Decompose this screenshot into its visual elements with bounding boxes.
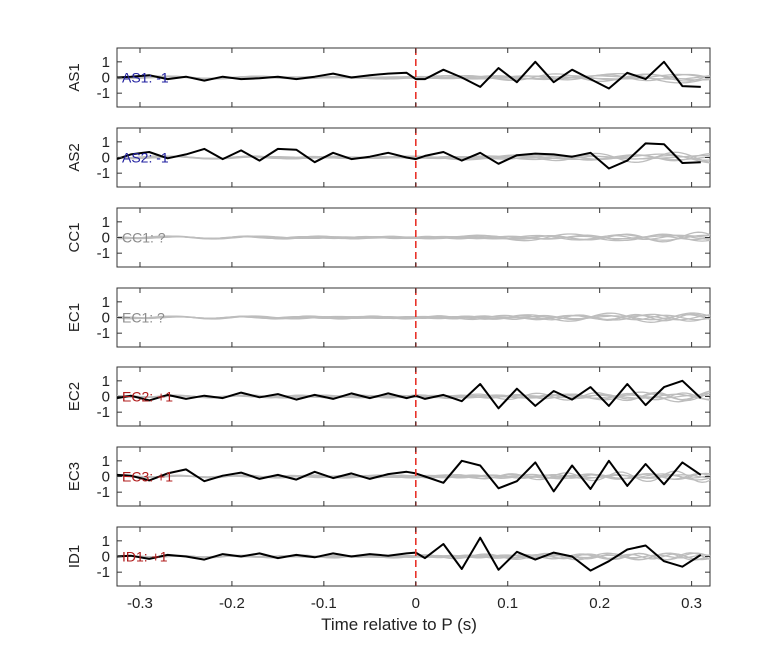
panel-y-label: AS2 (66, 143, 83, 171)
panel-y-label: EC3 (66, 462, 83, 491)
y-tick-label: -1 (97, 484, 110, 501)
main-trace-line (116, 379, 702, 410)
y-tick-label: -1 (97, 85, 110, 102)
y-tick-label: 1 (102, 453, 110, 470)
y-tick-label: 1 (102, 533, 110, 550)
panel-as1: 10-1 AS1 AS1: -1 (66, 47, 711, 108)
y-tick-label: 0 (102, 469, 110, 486)
y-tick-label: -1 (97, 165, 110, 182)
panel-y-label: EC2 (66, 382, 83, 411)
y-tick-label: 1 (102, 54, 110, 71)
x-tick-label: 0 (412, 595, 420, 612)
polarity-annotation: AS1: -1 (122, 70, 169, 86)
panel-y-label: EC1 (66, 303, 83, 332)
y-tick-label: -1 (97, 325, 110, 342)
y-tick-label: 0 (102, 150, 110, 167)
panel-y-label: ID1 (66, 545, 83, 568)
polarity-annotation: CC1: ? (122, 230, 166, 246)
panel-ec1: 10-1 EC1 EC1: ? (66, 287, 711, 348)
polarity-annotation: EC2: +1 (122, 389, 173, 405)
y-tick-label: 0 (102, 310, 110, 327)
panel-ec2: 10-1 EC2 EC2: +1 (66, 366, 711, 427)
panel-cc1: 10-1 CC1 CC1: ? (66, 207, 711, 268)
x-tick-label: 0.3 (681, 595, 702, 612)
panel-y-label: AS1 (66, 63, 83, 91)
background-trace (116, 313, 711, 322)
panel-as2: 10-1 AS2 AS2: -1 (66, 127, 711, 188)
x-tick-label: -0.2 (219, 595, 245, 612)
y-tick-label: 1 (102, 373, 110, 390)
x-tick-label: -0.1 (311, 595, 337, 612)
polarity-annotation: AS2: -1 (122, 150, 169, 166)
y-tick-label: 1 (102, 134, 110, 151)
polarity-annotation: EC3: +1 (122, 469, 173, 485)
y-tick-label: -1 (97, 404, 110, 421)
main-trace-line (116, 459, 702, 493)
x-tick-label: 0.2 (589, 595, 610, 612)
panel-y-label: CC1 (66, 222, 83, 252)
y-tick-label: 0 (102, 70, 110, 87)
y-tick-label: 0 (102, 549, 110, 566)
y-tick-label: -1 (97, 564, 110, 581)
panel-id1: 10-1 ID1 ID1: +1 (66, 526, 711, 587)
y-tick-label: 0 (102, 389, 110, 406)
panel-ec3: 10-1 EC3 EC3: +1 (66, 446, 711, 507)
polarity-annotation: EC1: ? (122, 310, 165, 326)
background-trace (116, 474, 711, 479)
main-trace-line (116, 60, 701, 90)
y-tick-label: 1 (102, 214, 110, 231)
polarity-annotation: ID1: +1 (122, 549, 168, 565)
main-trace-line (116, 536, 702, 572)
y-tick-label: 1 (102, 294, 110, 311)
main-trace-line (116, 142, 701, 170)
y-tick-label: 0 (102, 230, 110, 247)
x-tick-label: -0.3 (127, 595, 153, 612)
y-tick-label: -1 (97, 245, 110, 262)
shared-x-axis: -0.3 -0.2 -0.1 0 0.1 0.2 0.3 (127, 48, 702, 612)
x-axis-label: Time relative to P (s) (321, 615, 477, 634)
background-trace (117, 234, 711, 241)
x-tick-label: 0.1 (497, 595, 518, 612)
